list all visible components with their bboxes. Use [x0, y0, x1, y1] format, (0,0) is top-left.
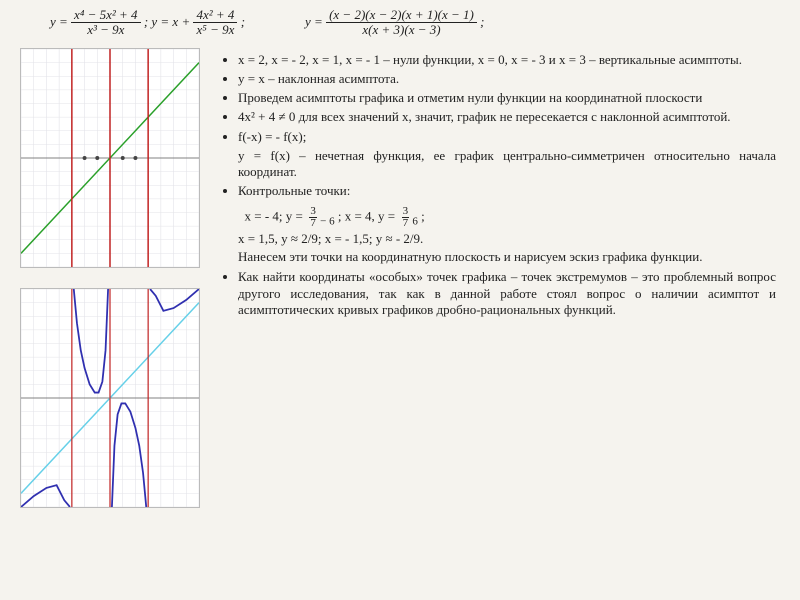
graph-asymptotes [20, 48, 200, 268]
bullet-odd-cont: y = f(x) – нечетная функция, ее график ц… [220, 148, 776, 181]
bullet-nonintersect: 4x² + 4 ≠ 0 для всех значений x, значит,… [238, 109, 776, 125]
formula-2: y = (x − 2)(x − 2)(x + 1)(x − 1)x(x + 3)… [305, 8, 484, 38]
analysis-text: x = 2, x = - 2, x = 1, x = - 1 – нули фу… [220, 48, 780, 508]
bullet-draw: Проведем асимптоты графика и отметим нул… [238, 90, 776, 106]
control-points-line2: x = 1,5, y ≈ 2/9; x = - 1,5; y ≈ - 2/9. [238, 231, 776, 247]
formula-row: y = x⁴ − 5x² + 4x³ − 9x ; y = x + 4x² + … [50, 8, 780, 38]
bullet-zeros-asymptotes: x = 2, x = - 2, x = 1, x = - 1 – нули фу… [238, 52, 776, 68]
control-points-line1: x = - 4; y = 37 − 6 ; x = 4, y = 37 6 ; [238, 206, 776, 229]
bullet-control-points: Контрольные точки: [238, 183, 776, 199]
mixed-fraction-2: 37 [402, 206, 410, 229]
control-points-paragraph: Нанесем эти точки на координатную плоско… [238, 249, 776, 265]
formula-1: y = x⁴ − 5x² + 4x³ − 9x ; y = x + 4x² + … [50, 8, 245, 38]
graph-function [20, 288, 200, 508]
mixed-fraction-1: 37 [309, 206, 317, 229]
bullet-odd: f(-x) = - f(x); [238, 129, 776, 145]
bullet-conclusion: Как найти координаты «особых» точек граф… [238, 269, 776, 318]
bullet-oblique: y = x – наклонная асимптота. [238, 71, 776, 87]
graph-column [20, 48, 200, 508]
